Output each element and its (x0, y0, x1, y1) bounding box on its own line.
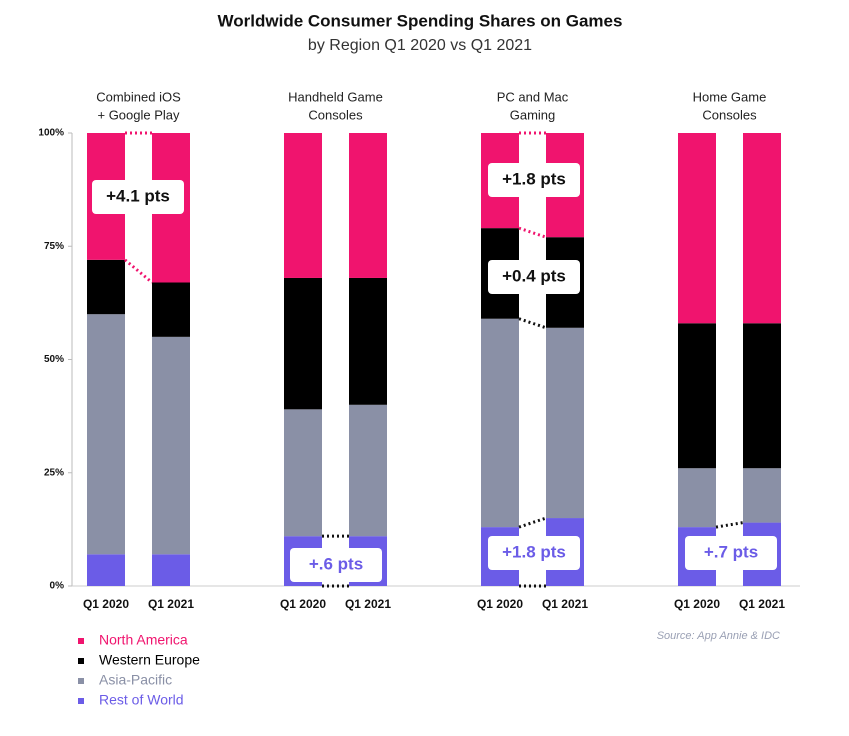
bar-segment (481, 318, 519, 528)
annotation: +4.1 pts (106, 186, 170, 205)
bar-segment (743, 323, 781, 469)
bar-segment (546, 327, 584, 519)
legend-swatch (78, 638, 84, 644)
x-tick-label: Q1 2020 (477, 597, 523, 611)
group-label: Consoles (702, 107, 757, 122)
source-note: Source: App Annie & IDC (657, 630, 780, 642)
bar-segment (284, 133, 322, 278)
bar-segment (87, 314, 125, 555)
bar-segment (87, 554, 125, 586)
bar-segment (87, 259, 125, 315)
group-label: Home Game (693, 89, 767, 104)
connector (518, 516, 547, 529)
annotation: +1.8 pts (502, 542, 566, 561)
legend-swatch (78, 698, 84, 704)
annotation: +.7 pts (704, 542, 758, 561)
chart-subtitle: by Region Q1 2020 vs Q1 2021 (308, 37, 532, 54)
annotation-box (685, 536, 777, 570)
group-label: Combined iOS (96, 89, 181, 104)
x-tick-label: Q1 2020 (280, 597, 326, 611)
x-tick-label: Q1 2020 (674, 597, 720, 611)
connector (715, 521, 744, 529)
annotation-box (290, 548, 382, 582)
x-tick-label: Q1 2021 (542, 597, 588, 611)
group-label: PC and Mac (497, 89, 569, 104)
bar-segment (743, 468, 781, 523)
legend-label: Asia-Pacific (99, 672, 172, 688)
x-tick-label: Q1 2020 (83, 597, 129, 611)
bar-segment (152, 554, 190, 586)
chart-title: Worldwide Consumer Spending Shares on Ga… (218, 11, 623, 30)
annotation: +0.4 pts (502, 266, 566, 285)
annotation: +1.8 pts (502, 169, 566, 188)
legend-label: Western Europe (99, 652, 200, 668)
connector (518, 317, 547, 330)
legend-label: Rest of World (99, 692, 184, 708)
group-label: Consoles (308, 107, 363, 122)
bar-segment (678, 323, 716, 469)
bar-segment (349, 277, 387, 405)
annotation-box (488, 163, 580, 197)
annotation-box (488, 536, 580, 570)
annotation-box (488, 260, 580, 294)
group-label: Handheld Game (288, 89, 383, 104)
annotation: +.6 pts (309, 554, 363, 573)
x-tick-label: Q1 2021 (148, 597, 194, 611)
legend-swatch (78, 678, 84, 684)
y-tick-label: 75% (44, 241, 64, 252)
bar-segment (349, 133, 387, 278)
bar-segment (349, 404, 387, 537)
bar-segment (678, 468, 716, 528)
bar-segment (284, 277, 322, 410)
y-tick-label: 0% (50, 581, 65, 592)
annotation-box (92, 180, 184, 214)
y-tick-label: 100% (38, 128, 64, 139)
group-label: + Google Play (97, 107, 180, 122)
bar-segment (743, 133, 781, 324)
y-tick-label: 50% (44, 354, 64, 365)
connector (518, 226, 547, 239)
y-tick-label: 25% (44, 467, 64, 478)
x-tick-label: Q1 2021 (345, 597, 391, 611)
group-label: Gaming (510, 107, 556, 122)
x-tick-label: Q1 2021 (739, 597, 785, 611)
bar-segment (152, 282, 190, 337)
legend-swatch (78, 658, 84, 664)
bar-segment (152, 336, 190, 555)
bar-segment (284, 409, 322, 537)
connector (124, 258, 153, 284)
legend-label: North America (99, 632, 188, 648)
bar-segment (678, 133, 716, 324)
